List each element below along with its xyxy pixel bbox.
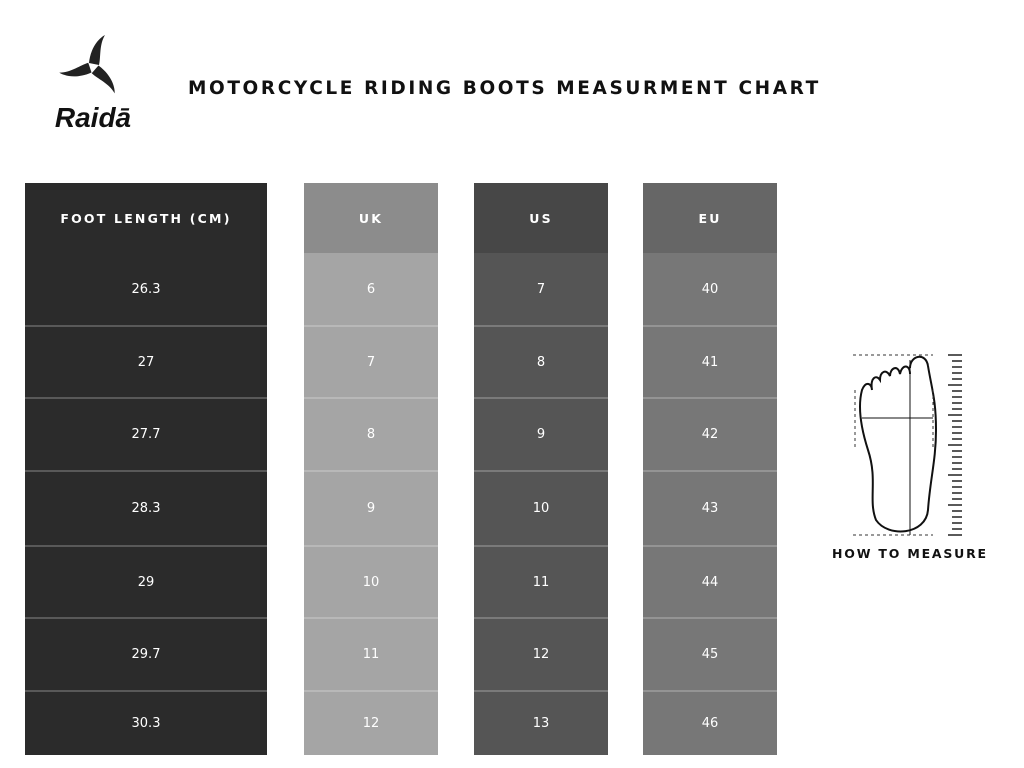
table-cell: 46 [643,690,777,755]
column-eu: EU 40 41 42 43 44 45 46 [643,183,777,755]
table-cell: 12 [474,617,608,690]
table-cell: 41 [643,325,777,397]
column-header: EU [643,183,777,253]
page-title: MOTORCYCLE RIDING BOOTS MEASURMENT CHART [188,78,821,99]
table-cell: 43 [643,470,777,545]
table-cell: 29 [25,545,267,617]
table-cell: 9 [474,397,608,470]
column-header: FOOT LENGTH (CM) [25,183,267,253]
table-cell: 29.7 [25,617,267,690]
table-cell: 27 [25,325,267,397]
table-cell: 13 [474,690,608,755]
table-cell: 40 [643,253,777,325]
table-cell: 8 [304,397,438,470]
table-cell: 7 [304,325,438,397]
column-header: US [474,183,608,253]
table-cell: 9 [304,470,438,545]
table-cell: 8 [474,325,608,397]
table-cell: 12 [304,690,438,755]
svg-text:Raidā: Raidā [55,102,131,133]
column-uk: UK 6 7 8 9 10 11 12 [304,183,438,755]
table-cell: 45 [643,617,777,690]
foot-measure-icon [853,354,962,536]
table-cell: 10 [474,470,608,545]
table-cell: 30.3 [25,690,267,755]
table-cell: 6 [304,253,438,325]
column-foot-length-cm: FOOT LENGTH (CM) 26.3 27 27.7 28.3 29 29.7 30.3 [25,183,267,755]
how-to-measure-label: HOW TO MEASURE [832,546,988,561]
table-cell: 11 [304,617,438,690]
table-cell: 10 [304,545,438,617]
column-header: UK [304,183,438,253]
raida-logo: Raidā [55,35,131,133]
table-cell: 27.7 [25,397,267,470]
table-cell: 26.3 [25,253,267,325]
table-cell: 42 [643,397,777,470]
table-cell: 7 [474,253,608,325]
table-cell: 11 [474,545,608,617]
column-us: US 7 8 9 10 11 12 13 [474,183,608,755]
table-cell: 44 [643,545,777,617]
table-cell: 28.3 [25,470,267,545]
